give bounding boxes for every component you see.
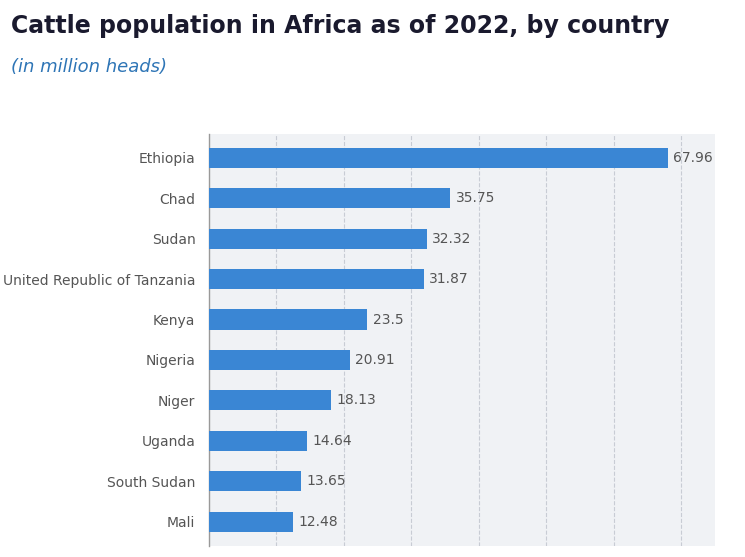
- Text: (in million heads): (in million heads): [11, 58, 167, 76]
- Bar: [209, 471, 301, 491]
- Text: 67.96: 67.96: [673, 151, 713, 165]
- Text: 20.91: 20.91: [355, 353, 395, 367]
- Bar: [209, 350, 350, 370]
- Bar: [209, 390, 331, 411]
- Text: 31.87: 31.87: [429, 272, 469, 286]
- Text: Cattle population in Africa as of 2022, by country: Cattle population in Africa as of 2022, …: [11, 14, 670, 38]
- Text: 32.32: 32.32: [432, 232, 472, 246]
- Bar: [209, 228, 427, 249]
- Text: 13.65: 13.65: [306, 474, 346, 488]
- Bar: [209, 188, 450, 208]
- Text: 35.75: 35.75: [455, 192, 495, 206]
- Text: 23.5: 23.5: [372, 312, 403, 326]
- Text: 14.64: 14.64: [313, 434, 352, 448]
- Text: 18.13: 18.13: [337, 393, 376, 407]
- Text: 12.48: 12.48: [298, 515, 338, 529]
- Bar: [209, 310, 367, 330]
- Bar: [209, 148, 668, 168]
- Bar: [209, 431, 308, 451]
- Bar: [209, 511, 293, 532]
- Bar: [209, 269, 424, 289]
